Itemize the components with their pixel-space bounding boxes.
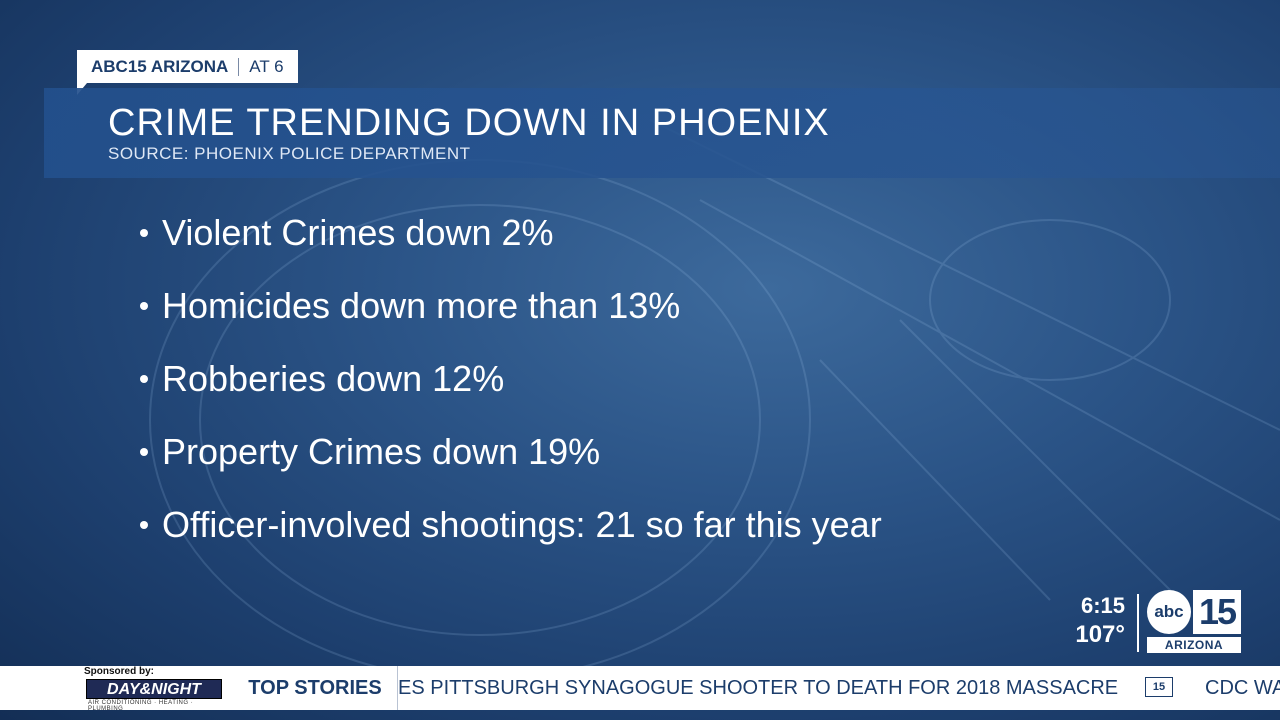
bullet-text: Homicides down more than 13%: [162, 284, 681, 326]
page-title: CRIME TRENDING DOWN IN PHOENIX: [108, 102, 830, 144]
segment-label: AT 6: [249, 56, 284, 76]
bullet-dot-icon: [140, 228, 148, 237]
bullet-dot-icon: [140, 447, 148, 456]
bullet-item: Violent Crimes down 2%: [140, 196, 882, 269]
bullet-item: Officer-involved shootings: 21 so far th…: [140, 488, 882, 561]
logo-region: ARIZONA: [1147, 637, 1241, 653]
bullet-dot-icon: [140, 374, 148, 383]
ticker-next-headline: CDC WA: [1205, 676, 1280, 699]
station-tag: ABC15 ARIZONA AT 6: [77, 50, 298, 83]
station-logo: abc 15 ARIZONA: [1147, 590, 1241, 654]
bullet-dot-icon: [140, 520, 148, 529]
bullet-text: Robberies down 12%: [162, 357, 505, 399]
sponsor-logo: DAY&NIGHT: [86, 679, 222, 699]
sponsor-label: Sponsored by:: [84, 666, 155, 677]
time-temperature: 6:15 107°: [1055, 592, 1125, 650]
title-bar: CRIME TRENDING DOWN IN PHOENIX SOURCE: P…: [44, 88, 1280, 178]
bullet-text: Officer-involved shootings: 21 so far th…: [162, 503, 882, 545]
ticker-section-label: TOP STORIES: [233, 666, 398, 710]
bullet-text: Property Crimes down 19%: [162, 430, 601, 472]
news-ticker: Sponsored by: DAY&NIGHT AIR CONDITIONING…: [0, 666, 1280, 712]
bullet-dot-icon: [140, 301, 148, 310]
station-name: ABC15 ARIZONA: [91, 56, 229, 76]
tag-divider: [238, 57, 240, 76]
temperature: 107°: [1075, 621, 1125, 648]
sponsor-block: Sponsored by: DAY&NIGHT AIR CONDITIONING…: [82, 666, 228, 712]
bullet-item: Robberies down 12%: [140, 342, 882, 415]
abc15-mini-logo-icon: 15: [1145, 677, 1173, 697]
sponsor-subtext: AIR CONDITIONING · HEATING · PLUMBING: [88, 700, 194, 712]
logo-divider: [1137, 594, 1139, 652]
abc-logo-icon: abc: [1147, 590, 1191, 634]
bullet-text: Violent Crimes down 2%: [162, 211, 554, 253]
clock-time: 6:15: [1080, 593, 1125, 618]
bullet-item: Property Crimes down 19%: [140, 415, 882, 488]
ticker-headline: ES PITTSBURGH SYNAGOGUE SHOOTER TO DEATH…: [398, 676, 1119, 699]
source-line: SOURCE: PHOENIX POLICE DEPARTMENT: [108, 144, 471, 163]
bullet-item: Homicides down more than 13%: [140, 269, 882, 342]
bullet-list: Violent Crimes down 2% Homicides down mo…: [140, 196, 882, 561]
channel-number: 15: [1193, 590, 1241, 634]
